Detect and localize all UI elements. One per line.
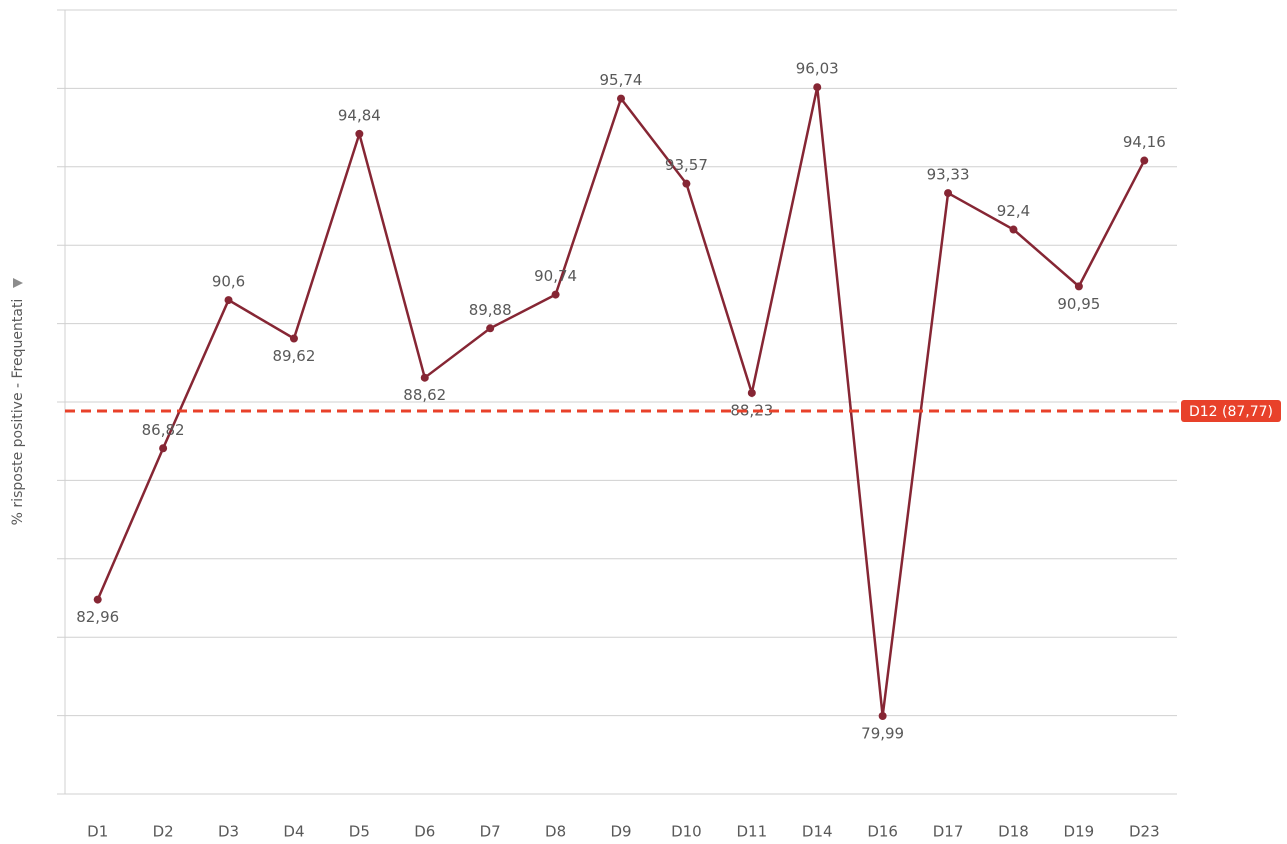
- data-label: 90,74: [534, 267, 577, 285]
- data-label: 96,03: [796, 60, 839, 78]
- data-label: 88,62: [403, 386, 446, 404]
- x-tick-label: D4: [283, 823, 304, 841]
- x-tick-label: D14: [802, 823, 833, 841]
- data-point: [813, 83, 822, 92]
- x-tick-label: D23: [1129, 823, 1160, 841]
- data-label: 79,99: [861, 724, 904, 742]
- data-label: 89,62: [272, 347, 315, 365]
- data-label: 92,4: [997, 202, 1030, 220]
- data-point: [224, 296, 233, 305]
- data-label: 86,82: [142, 421, 185, 439]
- data-point: [944, 189, 953, 198]
- data-point: [682, 179, 691, 188]
- data-point: [878, 711, 887, 720]
- data-point: [617, 94, 625, 103]
- x-tick-label: D5: [349, 823, 370, 841]
- x-tick-label: D16: [867, 823, 898, 841]
- x-tick-label: D17: [933, 823, 964, 841]
- x-tick-label: D6: [414, 823, 435, 841]
- data-point: [355, 129, 364, 138]
- data-label: 94,84: [338, 106, 381, 124]
- reference-label-box: [1181, 400, 1281, 423]
- reference-label: D12 (87,77): [1189, 404, 1273, 420]
- x-tick-label: D10: [671, 823, 702, 841]
- x-tick-label: D1: [87, 823, 108, 841]
- x-tick-label: D7: [480, 823, 501, 841]
- data-point: [159, 444, 168, 453]
- data-label: 82,96: [76, 608, 119, 626]
- data-point: [420, 373, 429, 382]
- data-point: [93, 595, 102, 604]
- x-tick-label: D2: [153, 823, 174, 841]
- data-point: [1074, 282, 1083, 291]
- data-point: [289, 334, 298, 343]
- x-tick-label: D9: [610, 823, 631, 841]
- data-label: 95,74: [600, 71, 643, 89]
- data-label: 93,33: [927, 166, 970, 184]
- y-axis-label: % risposte positive - Frequentati: [10, 299, 26, 526]
- data-point: [486, 324, 495, 333]
- data-label: 93,57: [665, 156, 708, 174]
- x-tick-label: D18: [998, 823, 1029, 841]
- x-tick-label: D8: [545, 823, 566, 841]
- data-point: [1140, 156, 1149, 165]
- x-tick-label: D3: [218, 823, 239, 841]
- data-label: 94,16: [1123, 133, 1166, 151]
- data-label: 90,95: [1057, 295, 1100, 313]
- data-label: 90,6: [212, 273, 245, 291]
- data-point: [551, 290, 560, 299]
- data-label: 88,23: [730, 401, 773, 419]
- axis-menu-icon[interactable]: [13, 278, 23, 288]
- data-label: 89,88: [469, 301, 512, 319]
- x-tick-label: D19: [1064, 823, 1095, 841]
- x-tick-label: D11: [737, 823, 768, 841]
- data-point: [1009, 225, 1018, 234]
- data-point: [747, 388, 756, 397]
